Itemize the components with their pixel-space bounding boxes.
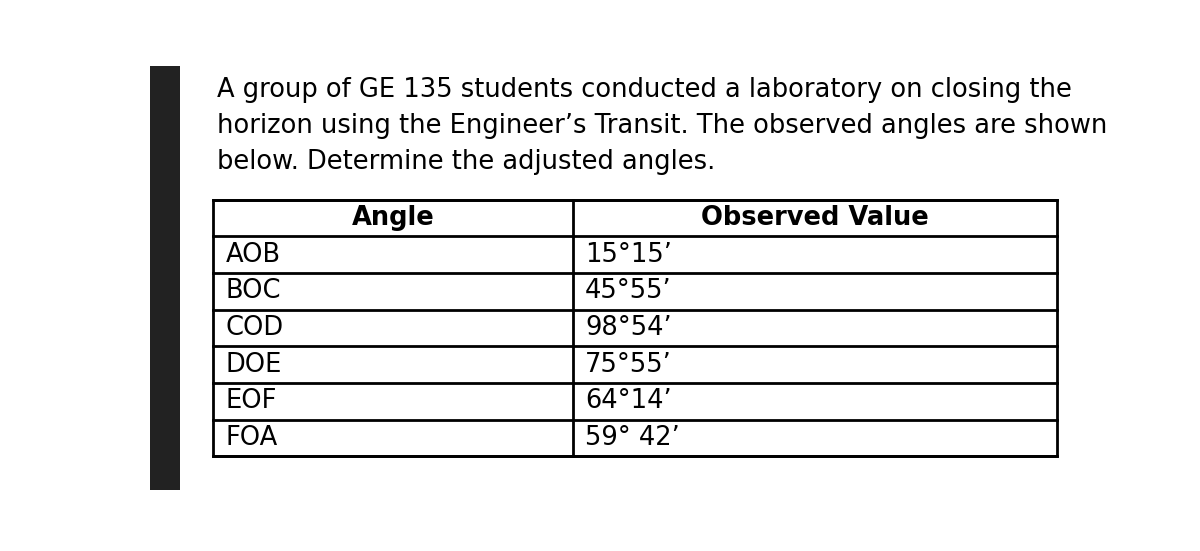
Text: BOC: BOC [226,278,281,305]
Text: 64°14’: 64°14’ [586,388,672,414]
Text: 75°55’: 75°55’ [586,352,672,378]
Text: 98°54’: 98°54’ [586,315,672,341]
Bar [214,200,1057,456]
Text: 59° 42’: 59° 42’ [586,425,680,451]
Text: DOE: DOE [226,352,282,378]
Text: EOF: EOF [226,388,277,414]
Text: Angle: Angle [352,205,434,231]
Text: FOA: FOA [226,425,277,451]
Text: AOB: AOB [226,242,281,268]
Text: COD: COD [226,315,283,341]
Bar [150,66,180,490]
Text: 45°55’: 45°55’ [586,278,672,305]
Text: 15°15’: 15°15’ [586,242,672,268]
Text: Observed Value: Observed Value [701,205,929,231]
Text: A group of GE 135 students conducted a laboratory on closing the
horizon using t: A group of GE 135 students conducted a l… [217,77,1108,175]
